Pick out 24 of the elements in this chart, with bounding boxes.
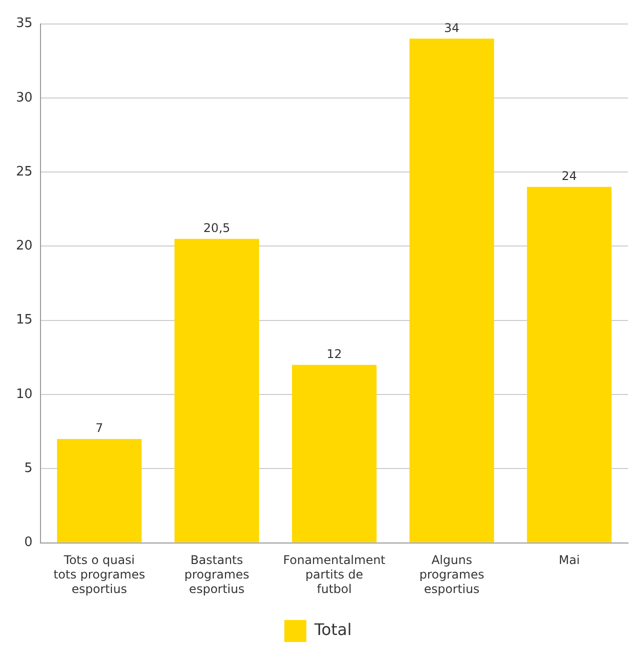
- legend-label: Total: [313, 620, 352, 640]
- data-label: 12: [326, 346, 342, 361]
- y-tick-label: 20: [16, 238, 33, 254]
- bar: [56, 439, 142, 542]
- x-tick-label: Fonamentalment partits de futbol: [283, 553, 386, 596]
- data-label: 34: [444, 20, 460, 35]
- bar: [409, 38, 494, 542]
- y-tick-label: 30: [16, 90, 33, 106]
- x-tick-label: Alguns programes esportius: [419, 553, 484, 596]
- bar: [526, 186, 612, 542]
- bar: [292, 364, 377, 542]
- y-tick-label: 10: [16, 386, 33, 402]
- data-label: 7: [95, 421, 104, 436]
- y-tick-label: 25: [16, 164, 33, 180]
- bar: [174, 238, 260, 542]
- x-tick-label: Mai: [558, 553, 580, 568]
- data-label: 24: [562, 169, 577, 184]
- x-tick-label: Tots o quasi tots programes esportius: [53, 553, 146, 596]
- y-tick-label: 5: [24, 461, 33, 476]
- y-tick-label: 0: [24, 535, 33, 550]
- y-tick-label: 15: [16, 312, 33, 328]
- data-label: 20,5: [203, 220, 230, 235]
- x-tick-label: Bastants programes esportius: [184, 553, 250, 596]
- y-tick-label: 35: [16, 16, 33, 32]
